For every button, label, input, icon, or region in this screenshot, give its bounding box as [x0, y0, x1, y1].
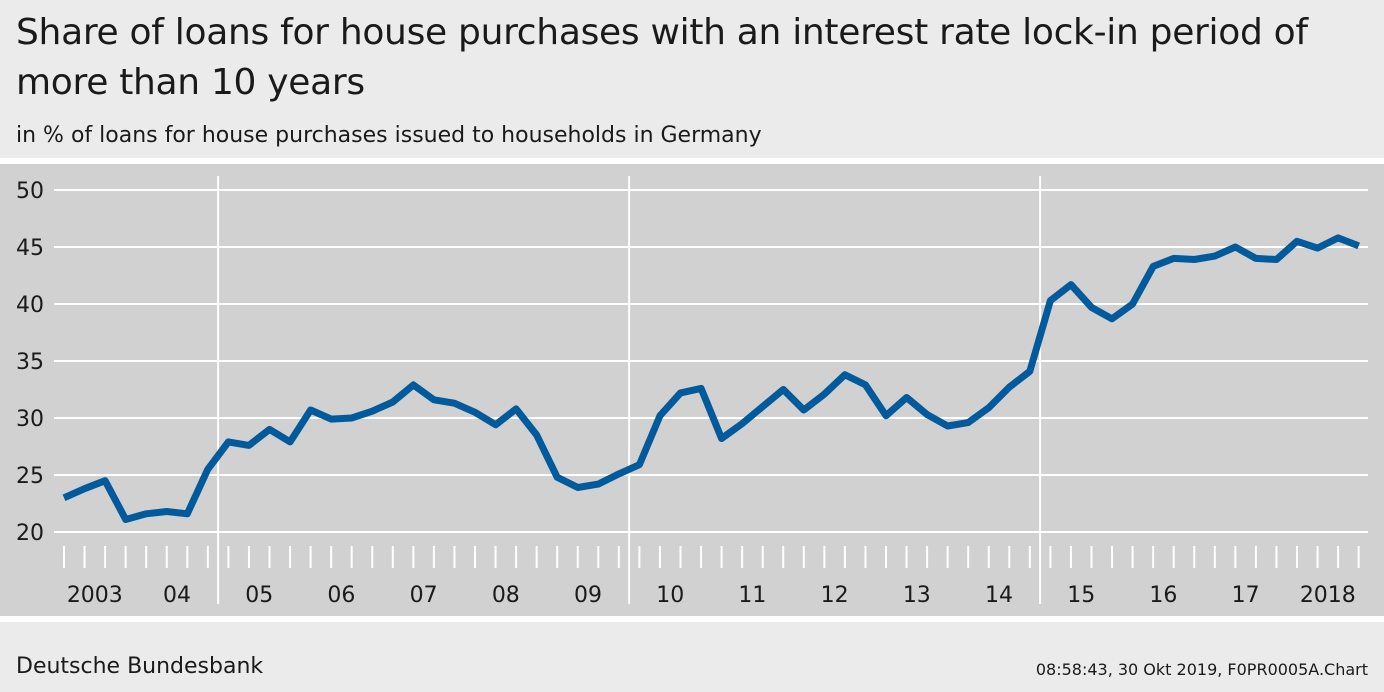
y-tick-label-45: 45 [16, 236, 44, 261]
y-tick-label-30: 30 [16, 407, 44, 432]
x-year-label-06: 06 [327, 583, 355, 608]
y-tick-label-20: 20 [16, 521, 44, 546]
horizontal-gridlines [54, 189, 1368, 533]
y-axis-tick-labels: 20 25 30 35 40 45 50 [16, 179, 44, 546]
x-axis-quarter-ticks [63, 546, 1360, 568]
x-year-label-08: 08 [492, 583, 520, 608]
x-year-label-17: 17 [1232, 583, 1260, 608]
x-year-label-09: 09 [574, 583, 602, 608]
x-year-label-15: 15 [1067, 583, 1095, 608]
x-year-label-07: 07 [410, 583, 438, 608]
x-year-label-05: 05 [245, 583, 273, 608]
y-tick-label-35: 35 [16, 350, 44, 375]
y-tick-label-50: 50 [16, 179, 44, 204]
x-year-label-11: 11 [738, 583, 766, 608]
x-year-label-12: 12 [821, 583, 849, 608]
x-year-label-2018: 2018 [1300, 583, 1356, 608]
x-year-label-16: 16 [1149, 583, 1177, 608]
x-year-label-04: 04 [163, 583, 191, 608]
timestamp-label: 08:58:43, 30 Okt 2019, F0PR0005A.Chart [1035, 660, 1368, 679]
x-year-label-2003: 2003 [67, 583, 123, 608]
y-tick-label-25: 25 [16, 464, 44, 489]
x-year-label-13: 13 [903, 583, 931, 608]
series-line [62, 234, 1360, 523]
vertical-gridlines [217, 176, 1042, 604]
top-separator [0, 158, 1384, 164]
bottom-separator [0, 616, 1384, 622]
chart-title: Share of loans for house purchases with … [16, 12, 1308, 103]
x-year-label-14: 14 [985, 583, 1013, 608]
chart-subtitle: in % of loans for house purchases issued… [16, 123, 762, 148]
x-year-label-10: 10 [656, 583, 684, 608]
x-axis-year-labels: 2003 04 05 06 07 08 09 10 11 12 13 14 15 16 17 2018 [67, 583, 1356, 608]
y-tick-label-40: 40 [16, 293, 44, 318]
source-label: Deutsche Bundesbank [16, 654, 264, 679]
